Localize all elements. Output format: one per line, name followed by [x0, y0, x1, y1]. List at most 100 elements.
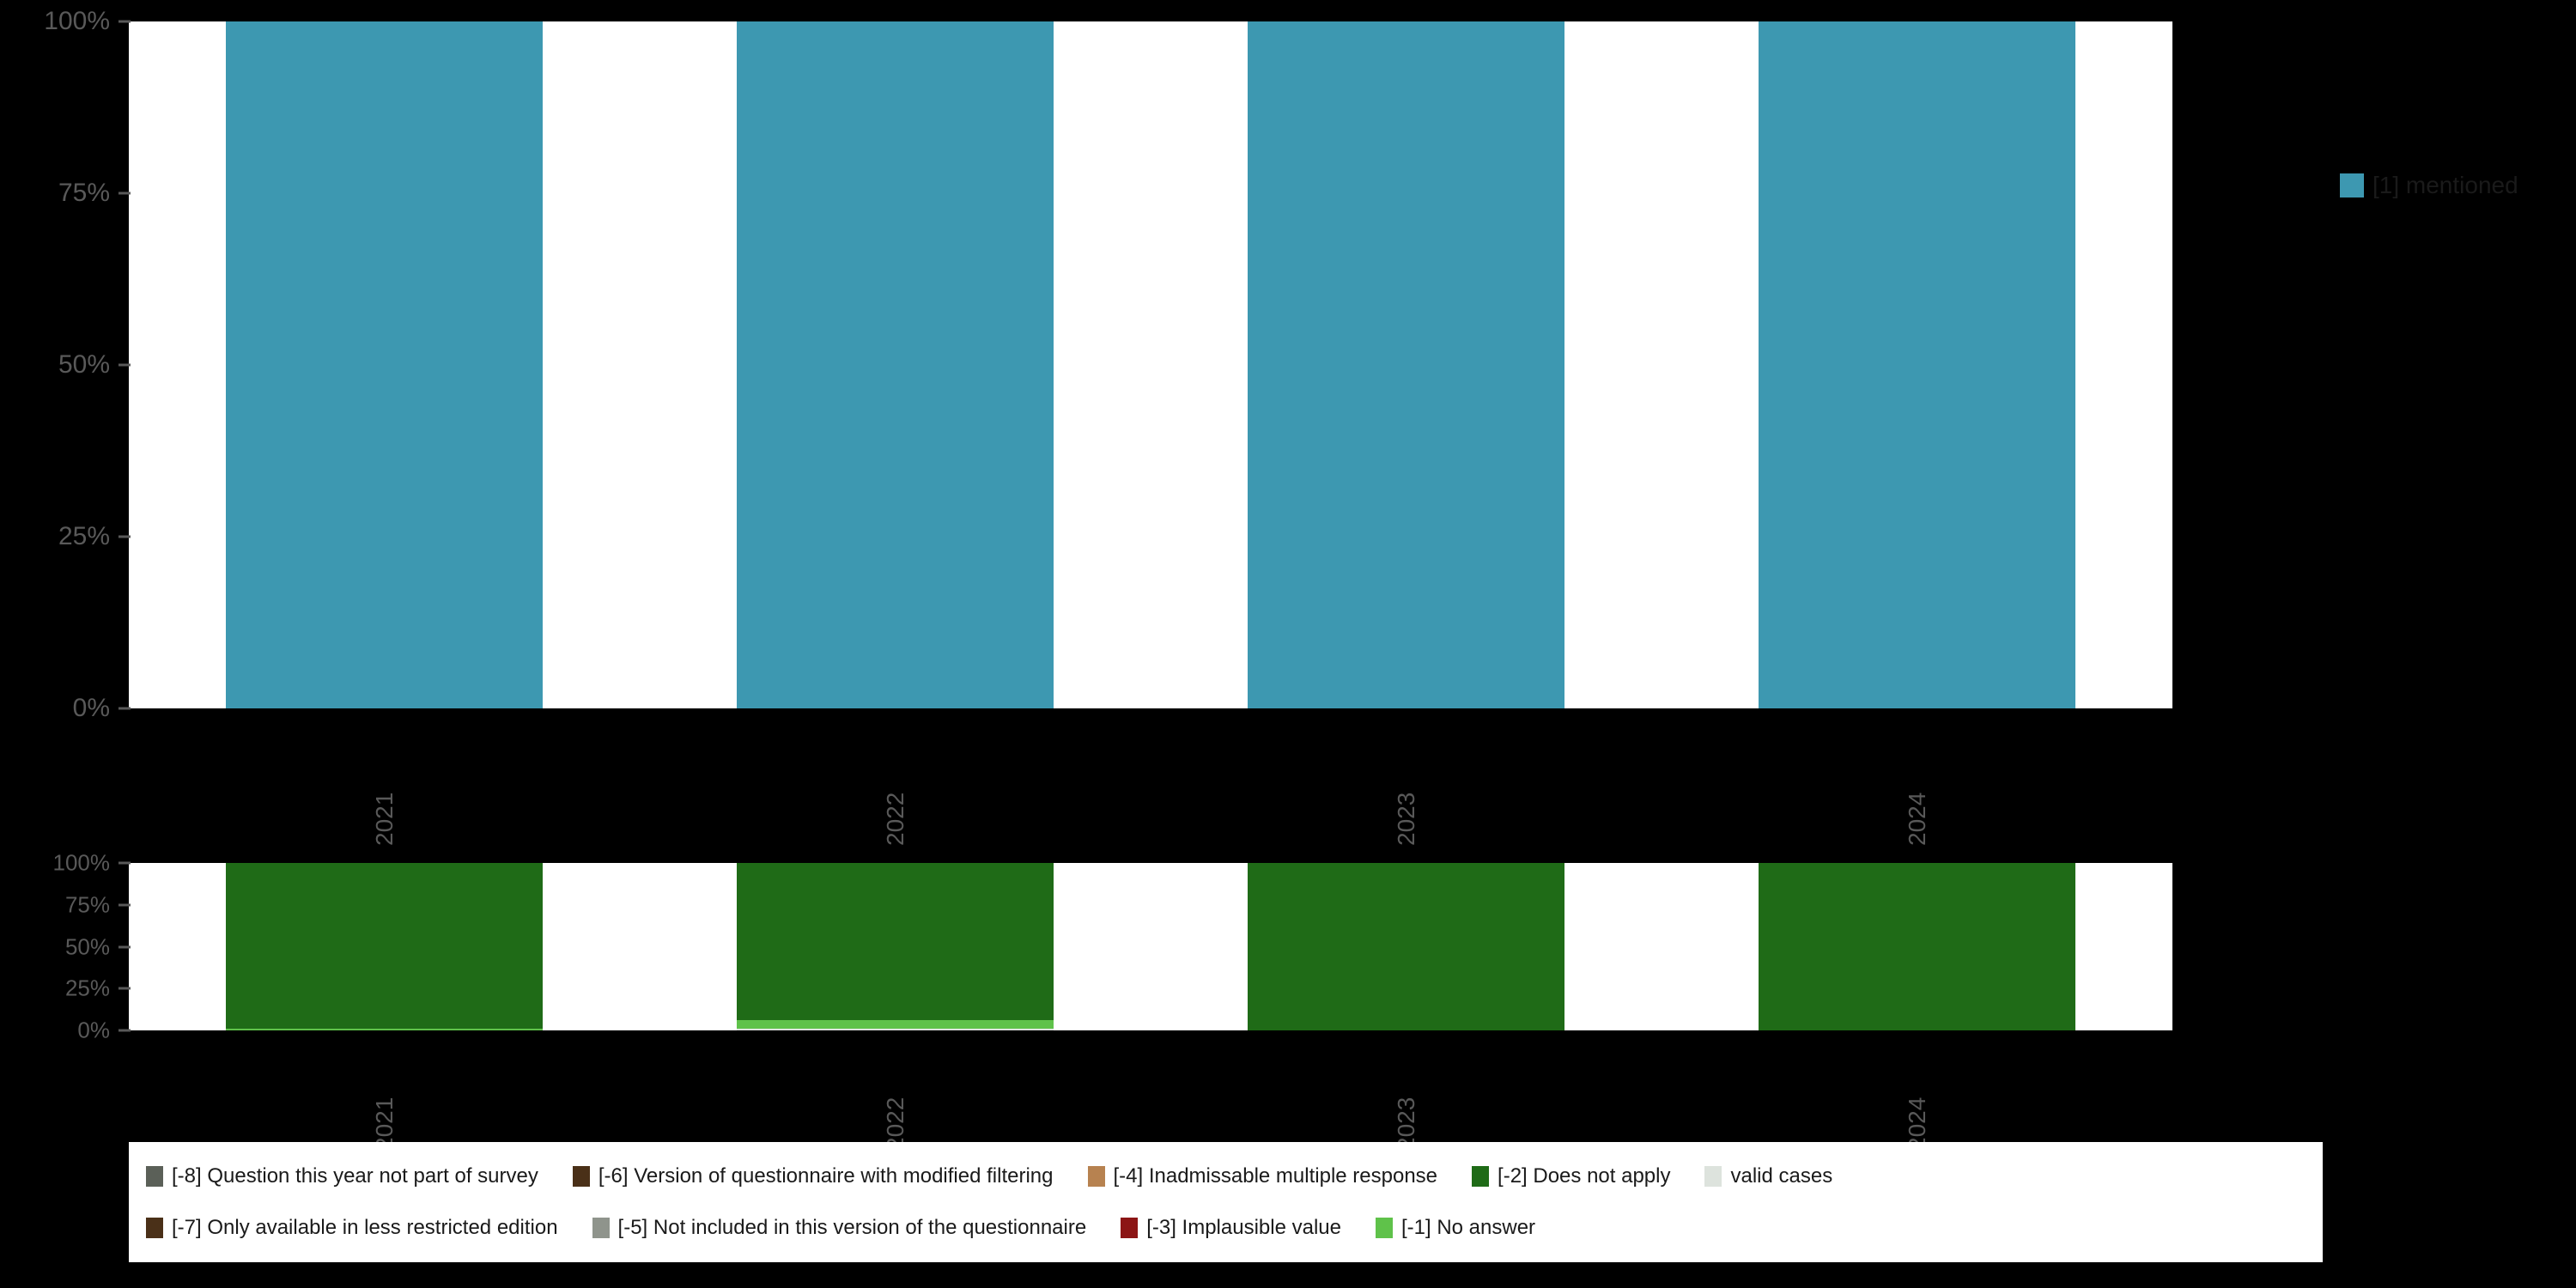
- top-chart-bars: [129, 21, 2172, 708]
- top-chart-xlabel-col-3: 2024: [1662, 726, 2172, 846]
- bottom-chart-xlabel-2023: 2023: [1393, 1039, 1420, 1151]
- legend-label-q4: [-4] Inadmissable multiple response: [1114, 1164, 1438, 1188]
- legend-item-q3[interactable]: [-3] Implausible value: [1121, 1216, 1341, 1240]
- bottom-chart-y-axis: 100% 75% 50% 25% 0%: [0, 863, 120, 1030]
- bottom-chart-xlabel-col-3: 2024: [1662, 1030, 2172, 1151]
- top-chart-ytick-mark-100: [118, 21, 131, 23]
- legend-item-q8[interactable]: [-8] Question this year not part of surv…: [146, 1164, 538, 1188]
- legend-item-validcases[interactable]: valid cases: [1704, 1164, 1832, 1188]
- top-chart-bar-2021[interactable]: [226, 21, 543, 708]
- top-chart-ytick-mark-0: [118, 708, 131, 710]
- top-chart-bar-col-0: [129, 21, 640, 708]
- top-chart-ytick-75: 75%: [58, 179, 110, 208]
- top-chart-bar-col-3: [1662, 21, 2172, 708]
- legend-swatch-q8: [146, 1166, 163, 1187]
- bottom-chart-xlabel-col-2: 2023: [1151, 1030, 1662, 1151]
- bottom-chart-plot-area: [129, 863, 2172, 1030]
- top-chart-xlabel-2022: 2022: [882, 734, 909, 846]
- top-chart-plot-area: [129, 21, 2172, 708]
- bottom-chart-xlabel-col-0: 2021: [129, 1030, 640, 1151]
- legend-item-q5[interactable]: [-5] Not included in this version of the…: [592, 1216, 1087, 1240]
- dashboard-page: 100% 75% 50% 25% 0% 2021 2022 2023 2024: [0, 0, 2576, 1288]
- bottom-chart-seg-2022-doesnotapply: [737, 863, 1054, 1020]
- top-chart-bar-2024[interactable]: [1759, 21, 2075, 708]
- top-chart-xlabel-col-1: 2022: [640, 726, 1151, 846]
- bottom-chart-seg-2021-doesnotapply: [226, 863, 543, 1029]
- top-chart-x-axis: 2021 2022 2023 2024: [129, 726, 2172, 846]
- bottom-chart-x-axis: 2021 2022 2023 2024: [129, 1030, 2172, 1151]
- legend-swatch-q7: [146, 1218, 163, 1238]
- top-chart-ytick-50: 50%: [58, 350, 110, 380]
- legend-item-q2[interactable]: [-2] Does not apply: [1472, 1164, 1670, 1188]
- bottom-chart-ytick-100: 100%: [53, 850, 111, 877]
- top-chart-ytick-mark-75: [118, 192, 131, 195]
- legend-item-q6[interactable]: [-6] Version of questionnaire with modif…: [573, 1164, 1054, 1188]
- bottom-chart-xlabel-2024: 2024: [1904, 1039, 1931, 1151]
- top-chart-bar-col-1: [640, 21, 1151, 708]
- top-chart-ytick-mark-50: [118, 364, 131, 367]
- legend-swatch-validcases: [1704, 1166, 1722, 1187]
- bottom-chart-ytick-mark-75: [118, 903, 131, 906]
- legend-label-q6: [-6] Version of questionnaire with modif…: [598, 1164, 1054, 1188]
- legend-item-q1[interactable]: [-1] No answer: [1376, 1216, 1535, 1240]
- bottom-chart-seg-2023-doesnotapply: [1248, 863, 1564, 1030]
- top-chart-bar-2023[interactable]: [1248, 21, 1564, 708]
- legend-label-q1: [-1] No answer: [1401, 1216, 1535, 1240]
- legend-label-q7: [-7] Only available in less restricted e…: [172, 1216, 558, 1240]
- bottom-chart-ytick-0: 0%: [77, 1018, 110, 1044]
- top-chart-bar-col-2: [1151, 21, 1662, 708]
- bottom-chart-bar-2024[interactable]: [1759, 863, 2075, 1030]
- bottom-chart-bar-2023[interactable]: [1248, 863, 1564, 1030]
- bottom-chart-ytick-50: 50%: [65, 933, 110, 960]
- legend-swatch-q6: [573, 1166, 590, 1187]
- legend-item-q7[interactable]: [-7] Only available in less restricted e…: [146, 1216, 558, 1240]
- top-chart-bar-2022[interactable]: [737, 21, 1054, 708]
- bottom-chart-ytick-mark-100: [118, 862, 131, 865]
- legend-swatch-q2: [1472, 1166, 1489, 1187]
- bottom-chart-seg-2024-doesnotapply: [1759, 863, 2075, 1030]
- bottom-chart-bar-col-3: [1662, 863, 2172, 1030]
- top-chart-y-axis: 100% 75% 50% 25% 0%: [0, 21, 120, 708]
- bottom-chart-xlabel-2022: 2022: [882, 1039, 909, 1151]
- bottom-chart-ytick-75: 75%: [65, 891, 110, 918]
- legend-label-q2: [-2] Does not apply: [1498, 1164, 1670, 1188]
- legend-row-1: [-7] Only available in less restricted e…: [146, 1202, 2306, 1254]
- top-chart-ytick-25: 25%: [58, 522, 110, 551]
- top-chart-xlabel-2021: 2021: [371, 734, 398, 846]
- top-chart-xlabel-col-2: 2023: [1151, 726, 1662, 846]
- bottom-chart-ytick-mark-25: [118, 987, 131, 990]
- legend-row-0: [-8] Question this year not part of surv…: [146, 1151, 2306, 1202]
- bottom-chart-xlabel-2021: 2021: [371, 1039, 398, 1151]
- legend-label-q5: [-5] Not included in this version of the…: [618, 1216, 1087, 1240]
- legend-label-validcases: valid cases: [1730, 1164, 1832, 1188]
- bottom-chart-bar-col-2: [1151, 863, 1662, 1030]
- bottom-chart-xlabel-col-1: 2022: [640, 1030, 1151, 1151]
- bottom-chart-ytick-25: 25%: [65, 975, 110, 1002]
- bottom-chart-seg-2022-noanswer: [737, 1020, 1054, 1029]
- bottom-chart-bar-col-0: [129, 863, 640, 1030]
- top-chart-ytick-mark-25: [118, 536, 131, 538]
- legend-item-q4[interactable]: [-4] Inadmissable multiple response: [1088, 1164, 1438, 1188]
- legend-swatch-q4: [1088, 1166, 1105, 1187]
- top-chart-legend-label: [1] mentioned: [2372, 172, 2518, 199]
- top-chart-xlabel-2024: 2024: [1904, 734, 1931, 846]
- bottom-chart-ytick-mark-50: [118, 945, 131, 948]
- legend-swatch-q3: [1121, 1218, 1138, 1238]
- bottom-chart-bar-2022[interactable]: [737, 863, 1054, 1030]
- bottom-chart-bar-2021[interactable]: [226, 863, 543, 1030]
- legend-label-q3: [-3] Implausible value: [1146, 1216, 1341, 1240]
- legend-panel: [-8] Question this year not part of surv…: [129, 1142, 2323, 1262]
- legend-swatch-q5: [592, 1218, 610, 1238]
- bottom-chart-bars: [129, 863, 2172, 1030]
- legend-label-q8: [-8] Question this year not part of surv…: [172, 1164, 538, 1188]
- top-chart-legend[interactable]: [1] mentioned: [2340, 172, 2518, 199]
- top-chart-legend-swatch: [2340, 173, 2364, 197]
- top-chart-ytick-0: 0%: [73, 694, 110, 723]
- top-chart-xlabel-2023: 2023: [1393, 734, 1420, 846]
- bottom-chart-bar-col-1: [640, 863, 1151, 1030]
- top-chart: 100% 75% 50% 25% 0% 2021 2022 2023 2024: [0, 0, 2301, 734]
- top-chart-ytick-100: 100%: [44, 7, 110, 36]
- bottom-chart: 100% 75% 50% 25% 0% 2021 2022 2023 2024: [0, 850, 2301, 1069]
- top-chart-xlabel-col-0: 2021: [129, 726, 640, 846]
- legend-swatch-q1: [1376, 1218, 1393, 1238]
